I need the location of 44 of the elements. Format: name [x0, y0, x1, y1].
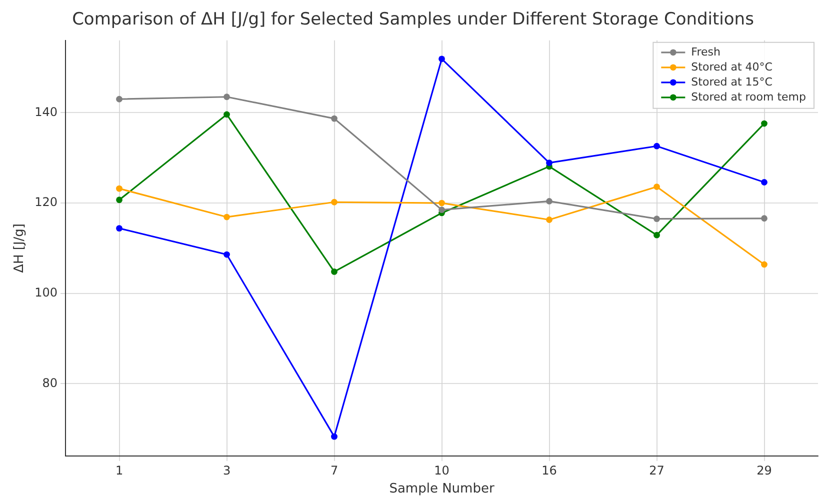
legend-label: Stored at room temp: [691, 90, 806, 104]
point: [116, 185, 122, 192]
point: [654, 142, 660, 150]
point: [438, 206, 445, 213]
point: [224, 111, 230, 118]
point: [654, 216, 660, 222]
point: [116, 96, 122, 102]
point: [761, 215, 768, 222]
x-tick-label: 27: [649, 463, 664, 478]
y-tick-label: 140: [34, 104, 58, 119]
y-tick-label: 100: [34, 286, 58, 300]
point: [761, 120, 768, 127]
point: [438, 56, 445, 62]
x-tick-label: 10: [434, 463, 450, 478]
legend-label: Stored at 15°C: [691, 75, 773, 88]
x-tick-label: 29: [756, 463, 772, 478]
point: [331, 115, 338, 122]
point: [546, 216, 552, 223]
point: [438, 200, 445, 206]
point: [546, 198, 552, 204]
x-tick-label: 3: [222, 463, 231, 478]
y-axis-title: ΔH [J/g]: [12, 223, 28, 273]
point: [224, 94, 230, 100]
y-tick-label: 120: [34, 195, 58, 210]
x-tick-label: 1: [115, 463, 124, 478]
x-tick-label: 16: [542, 463, 557, 478]
point: [224, 214, 230, 220]
point: [654, 232, 660, 238]
point: [761, 179, 768, 186]
x-axis-title: Sample Number: [389, 482, 495, 497]
legend-label: Stored at 40°C: [691, 60, 773, 74]
point: [331, 198, 338, 206]
point: [331, 268, 338, 275]
point: [116, 225, 122, 232]
point: [331, 433, 338, 440]
x-tick-label: 7: [330, 463, 338, 478]
y-tick-label: 80: [42, 376, 58, 390]
point: [654, 184, 660, 190]
chart-title: Comparison of ΔH [J/g] for Selected Samples under Different Storage Conditions: [72, 10, 754, 30]
point: [546, 160, 552, 166]
point: [116, 196, 122, 204]
legend-label: Fresh: [691, 45, 720, 58]
point: [224, 251, 230, 258]
point: [761, 261, 768, 268]
